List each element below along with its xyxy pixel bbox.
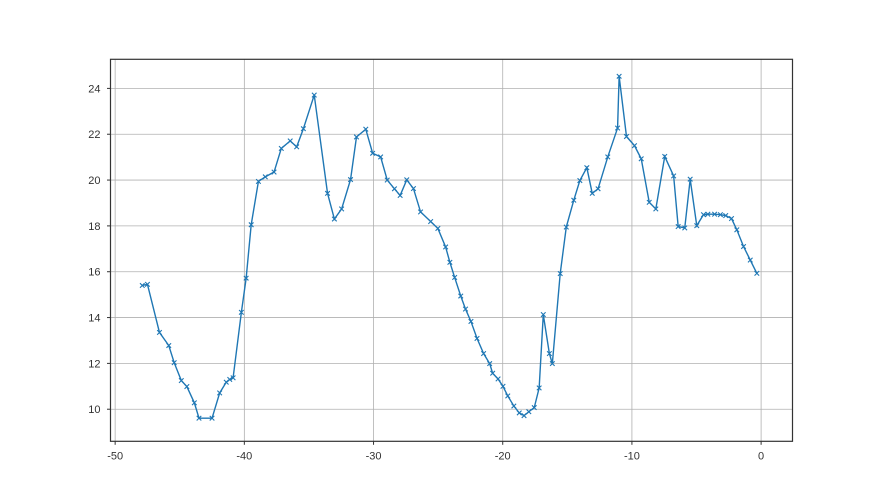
svg-text:-50: -50 (107, 450, 123, 462)
svg-text:-20: -20 (495, 450, 511, 462)
svg-text:10: 10 (88, 404, 100, 416)
svg-text:-40: -40 (236, 450, 252, 462)
svg-text:20: 20 (88, 175, 100, 187)
svg-text:12: 12 (88, 358, 100, 370)
svg-text:22: 22 (88, 129, 100, 141)
svg-text:18: 18 (88, 221, 100, 233)
svg-text:0: 0 (758, 450, 764, 462)
svg-text:-10: -10 (624, 450, 640, 462)
svg-text:24: 24 (88, 83, 100, 95)
svg-text:14: 14 (88, 313, 100, 325)
svg-text:-30: -30 (366, 450, 382, 462)
svg-text:16: 16 (88, 267, 100, 279)
